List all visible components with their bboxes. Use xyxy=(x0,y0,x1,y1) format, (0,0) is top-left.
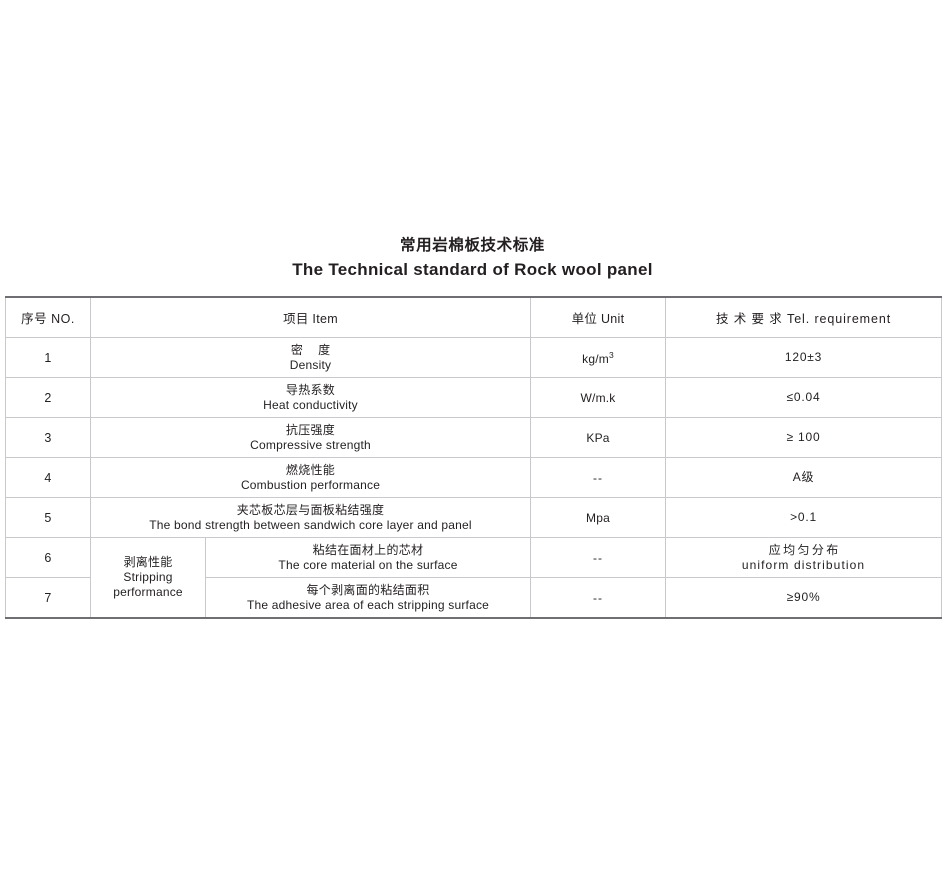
row-item-chinese: 粘结在面材上的芯材 xyxy=(312,542,424,557)
row-item: 粘结在面材上的芯材 The core material on the surfa… xyxy=(204,537,532,578)
spec-table-container: 序号 NO. 项目 Item 单位 Unit 技 术 要 求 Tel. requ… xyxy=(5,296,943,619)
row-requirement: 应均匀分布 uniform distribution xyxy=(665,537,943,578)
row-requirement: >0.1 xyxy=(665,497,943,538)
row-number: 5 xyxy=(5,497,91,538)
row-requirement-english: uniform distribution xyxy=(741,557,866,572)
row-number: 7 xyxy=(5,577,91,619)
row-requirement-chinese: 应均匀分布 xyxy=(768,542,841,557)
row-item-english: The core material on the surface xyxy=(278,557,458,572)
row-number: 3 xyxy=(5,417,91,458)
row-item: 导热系数 Heat conductivity xyxy=(89,377,532,418)
row-requirement: ≥90% xyxy=(665,577,943,619)
row-item-chinese: 每个剥离面的粘结面积 xyxy=(306,582,430,597)
row-unit-superscript: 3 xyxy=(608,349,614,360)
table-row: 5 夹芯板芯层与面板粘结强度 The bond strength between… xyxy=(5,497,943,538)
table-row: 4 燃烧性能 Combustion performance -- A级 xyxy=(5,457,943,498)
table-header-row: 序号 NO. 项目 Item 单位 Unit 技 术 要 求 Tel. requ… xyxy=(5,296,943,338)
column-header-item: 项目 Item xyxy=(89,296,532,338)
group-label-english-line1: Stripping xyxy=(123,570,173,584)
document-title-block: 常用岩棉板技术标准 The Technical standard of Rock… xyxy=(0,236,945,281)
row-item-chinese: 导热系数 xyxy=(285,382,336,397)
row-unit: KPa xyxy=(530,417,667,458)
table-row: 2 导热系数 Heat conductivity W/m.k ≤0.04 xyxy=(5,377,943,418)
row-item-english: Combustion performance xyxy=(240,477,381,492)
row-unit: -- xyxy=(530,537,667,578)
row-item-english: The bond strength between sandwich core … xyxy=(149,517,472,532)
row-unit: -- xyxy=(530,577,667,619)
row-item: 夹芯板芯层与面板粘结强度 The bond strength between s… xyxy=(89,497,532,538)
column-header-no: 序号 NO. xyxy=(5,296,91,338)
row-item-english: Density xyxy=(289,357,332,372)
row-requirement: 120±3 xyxy=(665,337,943,378)
row-number: 1 xyxy=(5,337,91,378)
row-item-chinese: 密 度 xyxy=(290,342,337,357)
table-row: 3 抗压强度 Compressive strength KPa ≥ 100 xyxy=(5,417,943,458)
row-requirement: ≤0.04 xyxy=(665,377,943,418)
row-item-english: Heat conductivity xyxy=(263,397,358,412)
group-label-chinese: 剥离性能 xyxy=(123,555,173,569)
row-item-chinese: 夹芯板芯层与面板粘结强度 xyxy=(236,502,385,517)
row-unit: W/m.k xyxy=(530,377,667,418)
row-item: 抗压强度 Compressive strength xyxy=(89,417,532,458)
row-number: 6 xyxy=(5,537,91,578)
table-row: 7 每个剥离面的粘结面积 The adhesive area of each s… xyxy=(5,577,943,619)
row-item: 燃烧性能 Combustion performance xyxy=(89,457,532,498)
row-item-english: Compressive strength xyxy=(250,437,371,452)
row-unit: -- xyxy=(530,457,667,498)
row-unit-text: kg/m xyxy=(582,351,609,366)
row-unit: Mpa xyxy=(530,497,667,538)
stripping-performance-group-label: 剥离性能 Stripping performance xyxy=(90,537,206,619)
row-requirement: A级 xyxy=(665,457,943,498)
group-label-english-line2: performance xyxy=(113,585,183,599)
row-number: 2 xyxy=(5,377,91,418)
row-unit: kg/m3 xyxy=(530,337,667,378)
page-title-chinese: 常用岩棉板技术标准 xyxy=(400,237,545,254)
row-item-chinese: 抗压强度 xyxy=(285,422,336,437)
row-item-chinese: 燃烧性能 xyxy=(285,462,336,477)
page-title-english: The Technical standard of Rock wool pane… xyxy=(292,260,653,279)
row-item: 每个剥离面的粘结面积 The adhesive area of each str… xyxy=(204,577,532,619)
table-row: 1 密 度 Density kg/m3 120±3 xyxy=(5,337,943,378)
technical-standard-table: 序号 NO. 项目 Item 单位 Unit 技 术 要 求 Tel. requ… xyxy=(5,296,943,619)
column-header-unit: 单位 Unit xyxy=(530,296,667,338)
table-row: 6 剥离性能 Stripping performance 粘结在面材上的芯材 T… xyxy=(5,537,943,619)
row-item: 密 度 Density xyxy=(89,337,532,378)
column-header-requirement: 技 术 要 求 Tel. requirement xyxy=(665,296,943,338)
row-number: 4 xyxy=(5,457,91,498)
row-requirement: ≥ 100 xyxy=(665,417,943,458)
row-item-english: The adhesive area of each stripping surf… xyxy=(246,597,490,612)
